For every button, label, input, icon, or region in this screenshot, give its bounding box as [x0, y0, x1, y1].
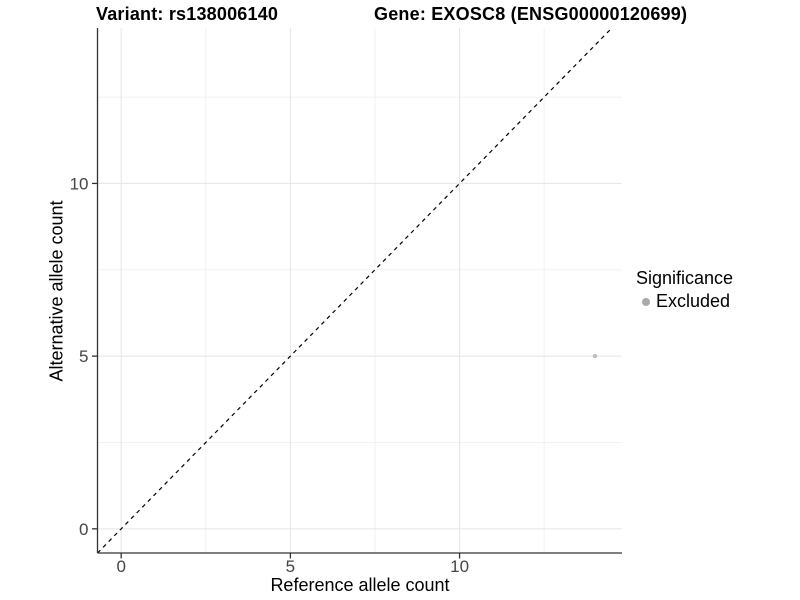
data-point — [592, 353, 598, 359]
identity-line — [97, 27, 613, 554]
x-tick-label: 10 — [450, 557, 469, 576]
excluded-point-icon — [642, 297, 650, 306]
x-tick-label: 0 — [116, 557, 125, 576]
y-axis-label: Alternative allele count — [46, 200, 67, 382]
x-tick-label: 5 — [286, 557, 295, 576]
x-axis-label: Reference allele count — [270, 575, 450, 595]
gene-title: Gene: EXOSC8 (ENSG00000120699) — [374, 4, 688, 24]
legend-title: Significance — [636, 268, 734, 288]
legend-item-label: Excluded — [656, 291, 731, 311]
y-tick-label: 0 — [79, 520, 88, 539]
variant-title: Variant: rs138006140 — [96, 4, 279, 24]
y-tick-label: 10 — [70, 174, 89, 193]
legend: Significance Excluded — [636, 268, 733, 312]
y-tick-label: 5 — [79, 347, 88, 366]
legend-item-excluded: Excluded — [636, 291, 733, 312]
